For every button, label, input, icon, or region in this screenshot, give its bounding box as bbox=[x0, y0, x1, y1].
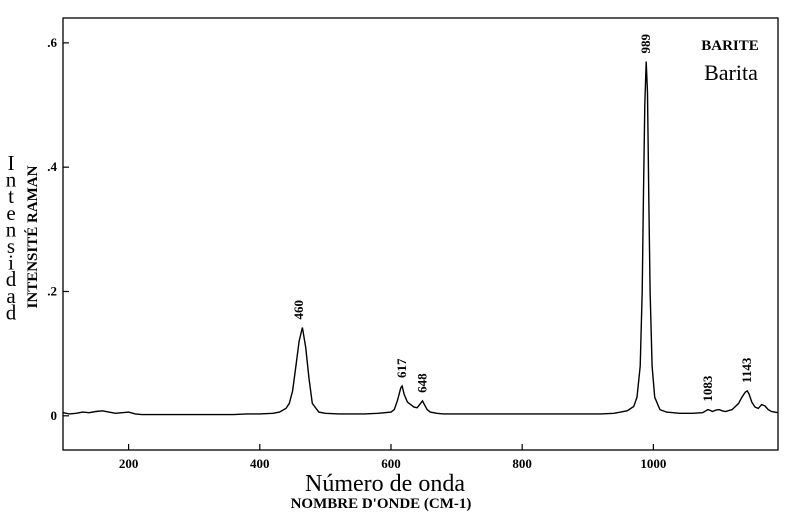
y-tick-label: 0 bbox=[51, 408, 58, 423]
x-axis-label-fr: NOMBRE D'ONDE (CM-1) bbox=[291, 496, 472, 512]
plot-frame bbox=[62, 17, 779, 451]
y-axis-label-fr: INTENSITÉ RAMAN bbox=[24, 165, 41, 308]
y-axis-label-es-letter: s bbox=[7, 234, 15, 258]
peak-label: 648 bbox=[414, 373, 429, 393]
y-axis-label-es-letter: I bbox=[8, 151, 15, 175]
peak-label: 617 bbox=[394, 358, 409, 378]
y-axis-label-es-letter: n bbox=[6, 217, 17, 241]
y-axis-label-es-letter: a bbox=[6, 284, 16, 308]
y-axis-label-es-letter: t bbox=[8, 184, 14, 208]
mineral-name-es: Barita bbox=[704, 60, 758, 85]
peak-label: 460 bbox=[291, 300, 306, 320]
x-tick-label: 1000 bbox=[640, 456, 666, 471]
mineral-name-fr: BARITE bbox=[701, 38, 759, 54]
x-tick-label: 400 bbox=[250, 456, 270, 471]
peak-label: 1143 bbox=[739, 357, 754, 383]
y-tick-label: .6 bbox=[47, 35, 57, 50]
x-tick-label: 200 bbox=[119, 456, 139, 471]
x-tick-label: 800 bbox=[512, 456, 532, 471]
y-axis-label-es-letter: i bbox=[8, 251, 14, 275]
y-axis-label-es-letter: n bbox=[6, 168, 17, 192]
spectrum-line bbox=[62, 61, 779, 416]
y-axis-label-es-letter: d bbox=[6, 267, 17, 291]
y-axis-label-es-letter: d bbox=[6, 300, 17, 324]
peak-label: 989 bbox=[638, 34, 653, 54]
x-axis-label-es: Número de onda bbox=[305, 471, 465, 497]
y-tick-label: .2 bbox=[47, 283, 57, 298]
x-axis-ticks: 200 400 600 800 1000 bbox=[119, 444, 666, 471]
peak-label: 1083 bbox=[700, 375, 715, 402]
peak-labels: 460 617 648 989 1083 1143 bbox=[291, 34, 754, 402]
y-axis-label-es-letter: e bbox=[6, 201, 15, 225]
y-axis-ticks: 0 .2 .4 .6 bbox=[47, 35, 69, 423]
y-tick-label: .4 bbox=[47, 159, 57, 174]
x-tick-label: 600 bbox=[381, 456, 401, 471]
